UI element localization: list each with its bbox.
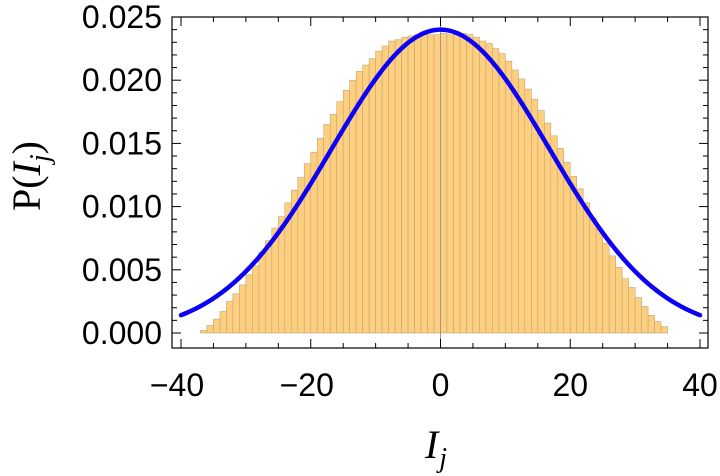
y-axis-title: P(Ij) [4,141,56,211]
histogram-bar [258,251,266,334]
histogram-bar [582,202,591,334]
histogram-bar [479,40,487,334]
histogram-bar [608,255,616,334]
y-axis-title-sub: j [25,154,56,165]
y-tick-label: 0.005 [82,252,162,288]
histogram-bar [511,69,519,334]
histogram-bar [556,148,565,334]
histogram-bar [427,34,435,334]
histogram-bar [543,122,552,334]
histogram-bar [381,45,389,334]
y-tick-label: 0.025 [82,0,162,35]
histogram-bar [498,53,506,334]
histogram-bar [362,64,370,334]
histogram-bar [466,34,474,334]
fit-curve [178,27,703,318]
histogram-bar [647,315,655,334]
histogram-bars [200,33,668,334]
histogram-bar [232,293,240,334]
histogram-bar [245,274,253,334]
histogram-bar [252,265,260,334]
histogram-bar [641,306,649,334]
y-tick-label: 0.020 [82,62,162,98]
histogram-bar [200,330,208,334]
x-axis-title-sub: j [436,443,447,474]
histogram-bar [628,287,636,334]
histogram-bar [375,50,383,334]
x-axis-title: Ij [424,422,447,474]
histogram-bar [518,78,526,334]
histogram-bar [615,266,623,334]
y-axis-tick-labels: 0.000 0.005 0.010 0.015 0.020 0.025 [82,0,162,351]
histogram-bar [602,242,610,334]
y-tick-label: 0.000 [82,315,162,351]
histogram-bar [595,229,603,334]
histogram-bar [213,318,221,334]
histogram-bar [407,35,415,334]
histogram-bar [563,162,571,334]
histogram-bar [492,48,500,334]
histogram-bar [414,34,422,334]
x-tick-label: 0 [432,367,450,403]
histogram-bar [459,33,467,334]
histogram-bar [265,240,273,334]
histogram-bar [472,36,480,334]
histogram-bar [485,43,493,334]
x-tick-label: −40 [150,367,204,403]
histogram-bar [654,321,662,334]
x-tick-label: −20 [280,367,334,403]
x-tick-label: 40 [682,367,718,403]
histogram-bar [576,188,584,334]
y-axis-title-suffix: ) [4,141,49,154]
x-axis-title-var: I [424,422,440,467]
histogram-bar [505,60,513,334]
y-tick-label: 0.015 [82,125,162,161]
y-axis-title-prefix: P( [4,175,49,211]
histogram-bar [433,34,441,334]
histogram-bar [589,217,597,334]
histogram-bar [219,311,227,334]
histogram-bar [537,110,545,334]
histogram-bar [524,88,532,334]
histogram-bar [206,325,214,334]
histogram-bar [239,284,247,334]
y-tick-label: 0.010 [82,189,162,225]
histogram-bar [453,34,461,334]
histogram-bar [440,33,448,334]
histogram-bar [569,175,578,334]
histogram-bar [446,34,454,334]
histogram-bar [420,34,428,334]
histogram-bar [401,36,409,334]
y-axis-title-var: I [4,160,49,176]
histogram-bar [621,278,629,334]
histogram-bar [394,39,402,334]
x-axis-tick-labels: −40 −20 0 20 40 [150,367,718,403]
x-tick-label: 20 [552,367,588,403]
histogram-bar [550,135,558,334]
histogram-bar [368,58,376,334]
histogram-bar [531,98,539,334]
histogram-bar [388,40,396,334]
histogram-bar [660,326,668,334]
axis-ticks [172,16,708,348]
histogram-bar [226,301,234,334]
histogram-bar [634,297,642,334]
